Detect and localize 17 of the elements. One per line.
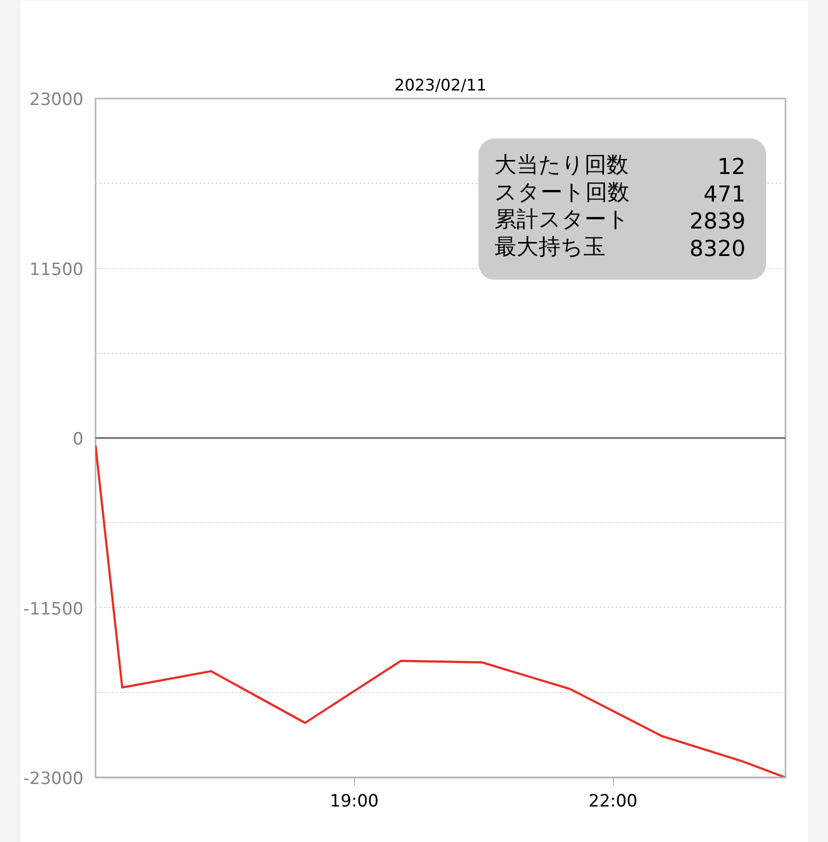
annotation: 471 (703, 182, 746, 208)
x-tick-label: 22:00 (588, 792, 638, 812)
y-tick-label: -11500 (23, 599, 84, 620)
line-series (96, 444, 786, 778)
annotation: スタート回数 (494, 180, 630, 206)
annotation: 最大持ち玉 (494, 234, 606, 260)
annotation: 大当たり回数 (494, 153, 628, 178)
y-tick-label: 0 (72, 430, 84, 450)
annotation: 2839 (689, 210, 746, 235)
annotation: 12 (717, 155, 746, 180)
y-tick-label: -23000 (23, 769, 84, 789)
annotation: 8320 (689, 236, 746, 262)
x-tick-label: 19:00 (330, 792, 379, 812)
annotation: 累計スタート (494, 208, 630, 233)
chart-title: 2023/02/11 (394, 76, 487, 94)
y-tick-label: 11500 (29, 260, 84, 280)
y-tick-label: 23000 (29, 90, 84, 110)
